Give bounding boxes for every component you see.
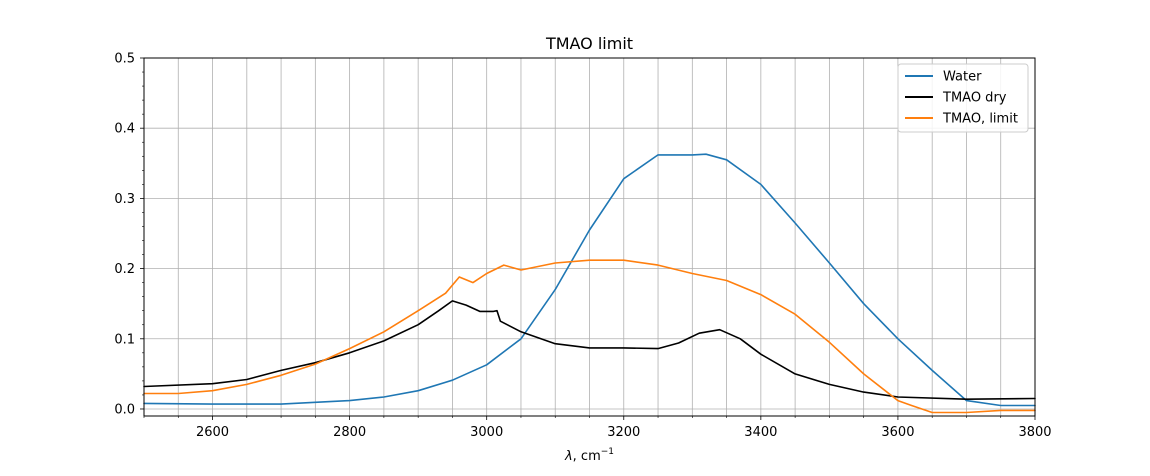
y-tick-label: 0.4 [114, 122, 135, 137]
legend-label-water: Water [943, 70, 982, 85]
legend-label-tmao-limit: TMAO, limit [942, 112, 1018, 127]
legend: Water TMAO dry TMAO, limit [897, 63, 1029, 133]
chart-title: TMAO limit [545, 34, 633, 53]
y-tick-label: 0.1 [114, 332, 135, 347]
y-tick-label: 0.0 [114, 402, 135, 417]
y-tick-label: 0.3 [114, 192, 135, 207]
x-tick-label: 2600 [196, 425, 229, 440]
x-tick-label: 3600 [881, 425, 914, 440]
series-line-water [143, 153, 1036, 407]
series-line-tmao-dry [143, 300, 1036, 401]
minor-ticks [142, 71, 1002, 418]
grid [143, 57, 1036, 416]
x-tick-label: 3200 [607, 425, 640, 440]
x-tick-label: 3000 [470, 425, 503, 440]
series-line-tmao-limit [143, 259, 1036, 414]
series-layer [143, 153, 1036, 414]
x-tick-label: 3400 [744, 425, 777, 440]
x-tick-label: 2800 [333, 425, 366, 440]
legend-box [897, 63, 1029, 133]
x-tick-label: 3800 [1018, 425, 1051, 440]
x-axis-label-symbol: λ [564, 449, 573, 464]
y-tick-label: 0.5 [114, 52, 135, 67]
ticks: 2600 2800 3000 3200 3400 3600 3800 0.0 0.1 0.2 0.3… [114, 52, 1051, 441]
legend-label-tmao-dry: TMAO dry [942, 91, 1007, 106]
x-axis-label: λ, cm−1 [564, 447, 614, 464]
x-axis-label-unit: , cm [573, 449, 601, 464]
axes-frame [143, 57, 1036, 417]
y-tick-label: 0.2 [114, 262, 135, 277]
x-axis-label-exponent: −1 [601, 447, 614, 457]
